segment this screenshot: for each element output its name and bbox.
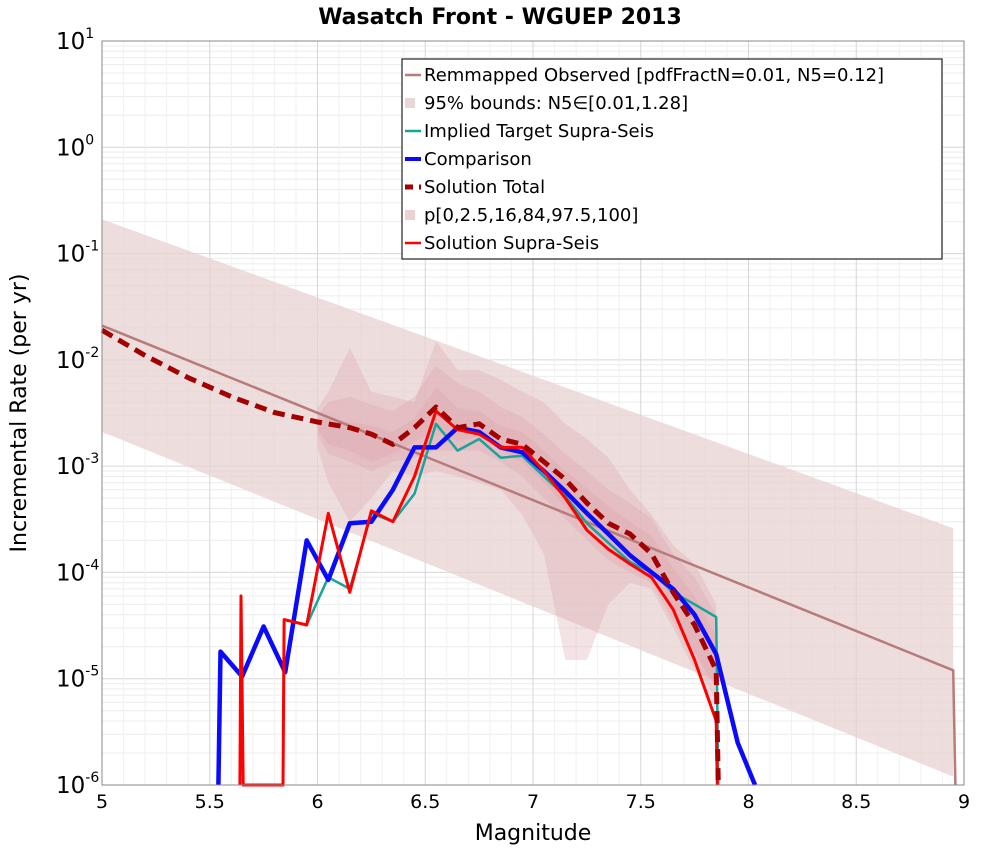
x-tick-label: 5 bbox=[96, 791, 108, 813]
legend-box bbox=[401, 58, 943, 260]
percentile-band-0 bbox=[317, 341, 717, 711]
x-tick-label: 6 bbox=[311, 791, 323, 813]
y-tick-labels: 10-6 10-5 10-4 10-3 10-2 10-1 100 101 bbox=[56, 26, 99, 799]
y-tick-label: 10-6 bbox=[56, 770, 99, 799]
chart-title: Wasatch Front - WGUEP 2013 bbox=[318, 5, 682, 30]
legend-label: 95% bounds: N5∈[0.01,1.28] bbox=[424, 93, 688, 114]
legend-label: Remmapped Observed [pdfFractN=0.01, N5=0… bbox=[424, 65, 884, 86]
legend-swatch bbox=[405, 210, 415, 220]
x-tick-label: 6.5 bbox=[410, 791, 440, 813]
legend-swatch bbox=[405, 98, 415, 108]
x-tick-label: 9 bbox=[958, 791, 970, 813]
x-tick-label: 7 bbox=[527, 791, 539, 813]
legend-label: p[0,2.5,16,84,97.5,100] bbox=[424, 205, 638, 226]
y-tick-label: 10-1 bbox=[56, 239, 99, 268]
legend-label: Solution Supra-Seis bbox=[424, 233, 599, 254]
series-solution_supra-line bbox=[238, 409, 719, 787]
y-tick-label: 100 bbox=[56, 132, 94, 161]
x-tick-label: 7.5 bbox=[626, 791, 656, 813]
y-tick-label: 101 bbox=[56, 26, 94, 55]
plot-frame bbox=[101, 40, 965, 786]
legend-label: Implied Target Supra-Seis bbox=[424, 121, 654, 142]
y-tick-label: 10-3 bbox=[56, 451, 99, 480]
y-axis-title: Incremental Rate (per yr) bbox=[7, 274, 32, 553]
legend-label: Solution Total bbox=[424, 177, 545, 198]
series-solution_total-line bbox=[100, 328, 721, 786]
x-tick-labels: 5 5.5 6 6.5 7 7.5 8 8.5 9 bbox=[96, 791, 970, 813]
y-tick-label: 10-2 bbox=[56, 345, 99, 374]
y-tick-label: 10-4 bbox=[56, 557, 99, 586]
lines-layer bbox=[100, 324, 957, 787]
legend-label: Comparison bbox=[424, 149, 532, 170]
percentile-band-1 bbox=[317, 365, 717, 703]
x-tick-label: 8 bbox=[742, 791, 754, 813]
x-axis-title: Magnitude bbox=[475, 821, 592, 846]
x-tick-label: 5.5 bbox=[195, 791, 225, 813]
x-tick-label: 8.5 bbox=[841, 791, 871, 813]
bounds-band bbox=[102, 219, 954, 786]
y-tick-label: 10-5 bbox=[56, 664, 99, 693]
legend: Remmapped Observed [pdfFractN=0.01, N5=0… bbox=[401, 58, 943, 260]
